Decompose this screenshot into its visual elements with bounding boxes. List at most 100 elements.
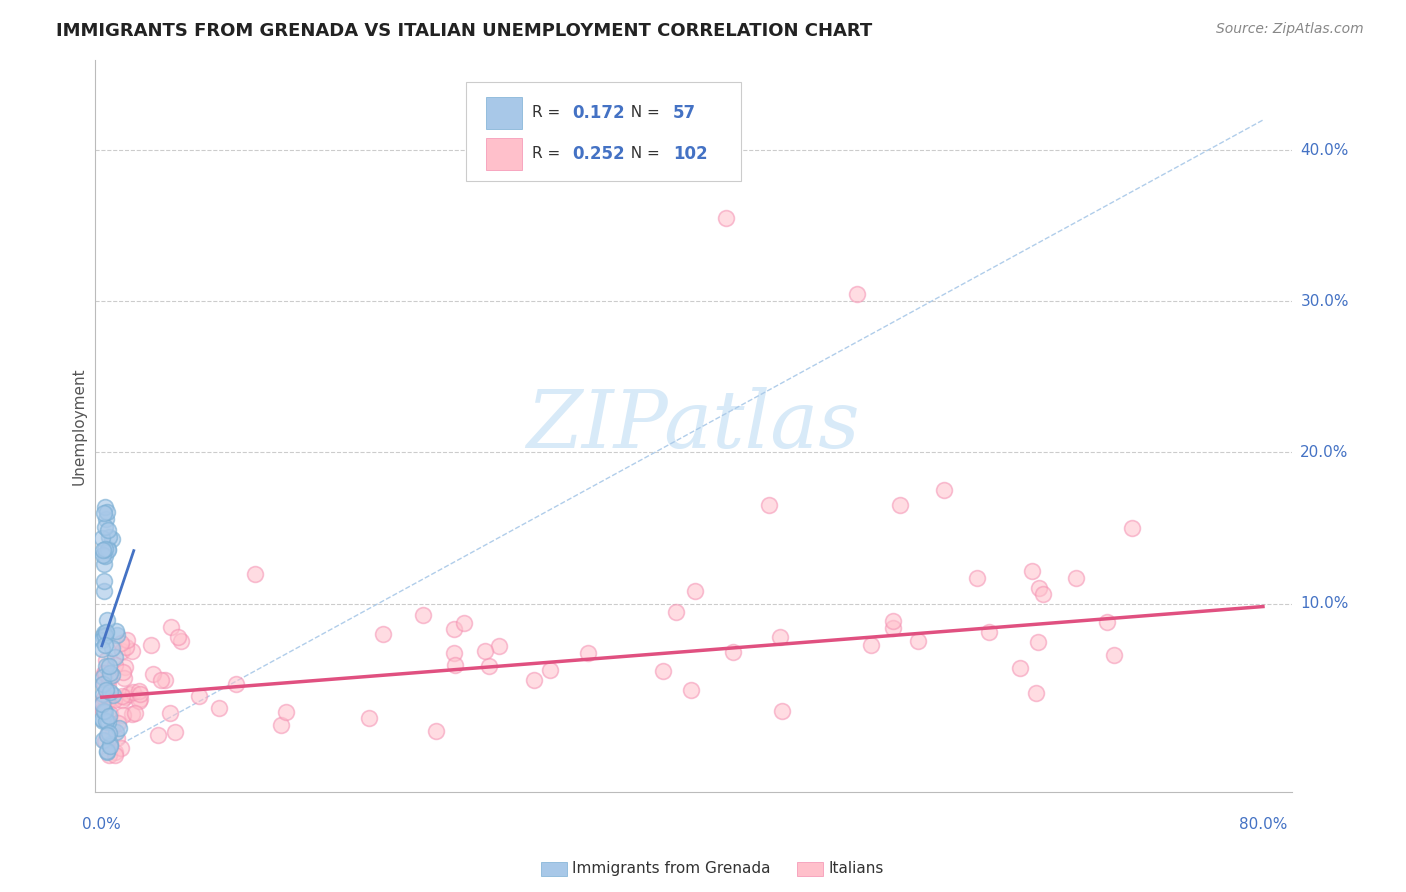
Point [112, 707, 135, 722]
Text: 0.252: 0.252 [572, 145, 624, 163]
Point [882, 621, 904, 635]
Point [166, 630, 188, 644]
Point [112, 672, 135, 686]
Point [110, 644, 132, 658]
Point [110, 689, 132, 703]
Point [104, 658, 127, 673]
Point [1008, 660, 1031, 674]
Point [93, 675, 115, 690]
Point [474, 644, 496, 658]
Point [103, 688, 125, 702]
Point [110, 741, 132, 756]
Point [118, 687, 141, 701]
Point [103, 693, 125, 707]
Point [770, 704, 793, 718]
Point [104, 745, 127, 759]
Point [1095, 615, 1118, 629]
Point [111, 693, 134, 707]
Point [91, 548, 114, 562]
Text: 102: 102 [673, 145, 707, 163]
Point [101, 532, 124, 546]
Point [478, 659, 501, 673]
Point [93, 666, 115, 681]
Point [523, 673, 546, 687]
Point [149, 673, 172, 687]
Point [98, 737, 121, 751]
Point [139, 639, 162, 653]
Point [357, 711, 380, 725]
Point [91, 713, 114, 727]
Point [96, 505, 118, 519]
Point [889, 499, 911, 513]
Point [114, 690, 136, 704]
Point [91, 632, 114, 647]
Point [453, 616, 475, 631]
Point [98, 684, 121, 698]
Point [110, 636, 132, 650]
Point [115, 640, 138, 654]
Point [98, 658, 121, 673]
Point [371, 627, 394, 641]
Point [97, 543, 120, 558]
Point [488, 639, 510, 653]
Point [882, 614, 904, 628]
Point [538, 663, 561, 677]
Point [108, 721, 131, 735]
Text: N =: N = [621, 146, 665, 161]
Point [93, 690, 115, 705]
Text: N =: N = [621, 105, 665, 120]
Point [96, 728, 118, 742]
Point [97, 523, 120, 537]
Text: R =: R = [531, 105, 565, 120]
Point [94, 549, 117, 563]
Text: 0.0%: 0.0% [83, 817, 121, 832]
Point [966, 571, 988, 585]
Point [721, 644, 744, 658]
Point [129, 692, 152, 706]
Point [104, 747, 127, 762]
Point [159, 706, 181, 720]
Point [121, 707, 143, 722]
Point [96, 745, 118, 759]
Point [94, 714, 117, 728]
Point [97, 692, 120, 706]
Point [714, 211, 737, 226]
Point [91, 543, 114, 558]
Point [270, 718, 292, 732]
Point [101, 668, 124, 682]
Point [97, 690, 120, 704]
Point [91, 629, 114, 643]
Text: ZIPatlas: ZIPatlas [526, 387, 860, 465]
Point [101, 692, 124, 706]
Point [165, 724, 187, 739]
Point [444, 658, 467, 673]
Text: Source: ZipAtlas.com: Source: ZipAtlas.com [1216, 22, 1364, 37]
Point [845, 286, 868, 301]
Point [91, 670, 114, 684]
Point [1025, 686, 1047, 700]
Point [104, 649, 127, 664]
Point [94, 511, 117, 525]
Text: 20.0%: 20.0% [1301, 445, 1348, 460]
Point [94, 519, 117, 533]
Point [91, 687, 114, 701]
Point [977, 625, 1000, 640]
Point [93, 557, 115, 571]
Point [576, 646, 599, 660]
Text: 80.0%: 80.0% [1239, 817, 1286, 832]
Text: 0.172: 0.172 [572, 103, 624, 121]
Text: IMMIGRANTS FROM GRENADA VS ITALIAN UNEMPLOYMENT CORRELATION CHART: IMMIGRANTS FROM GRENADA VS ITALIAN UNEMP… [56, 22, 873, 40]
Point [91, 703, 114, 717]
Point [93, 704, 115, 718]
Point [104, 724, 127, 739]
Point [93, 541, 115, 556]
Point [142, 666, 165, 681]
Point [425, 724, 447, 739]
Point [96, 653, 118, 667]
Point [101, 720, 124, 734]
Point [96, 744, 118, 758]
FancyBboxPatch shape [486, 96, 522, 128]
Point [93, 733, 115, 747]
Point [1021, 564, 1043, 578]
Point [98, 671, 121, 685]
